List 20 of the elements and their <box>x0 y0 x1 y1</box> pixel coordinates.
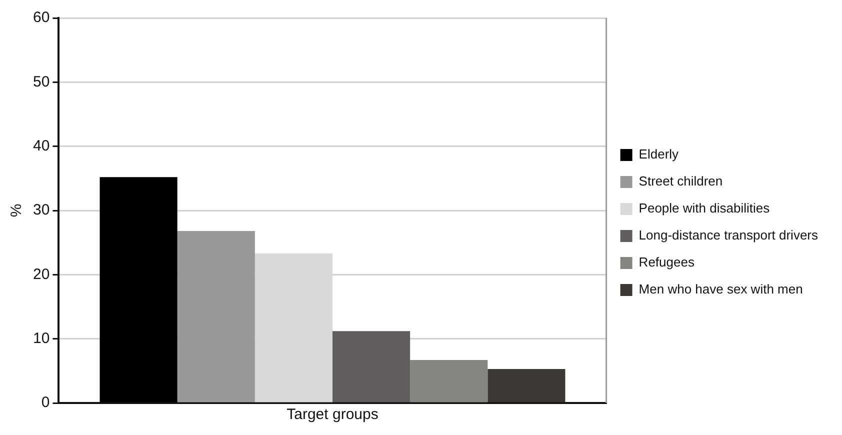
y-tick-label: 30 <box>32 202 50 219</box>
legend-label: Elderly <box>638 146 680 162</box>
legend-label: Street children <box>638 174 723 189</box>
legend-label: Long-distance transport drivers <box>638 228 818 243</box>
bar <box>332 331 410 402</box>
y-axis-title: % <box>8 204 26 218</box>
y-tick-label: 10 <box>32 330 50 347</box>
x-tick-label: Target groups <box>286 406 378 424</box>
legend-label: Refugees <box>638 254 695 270</box>
y-tick-label: 40 <box>32 137 50 154</box>
bar <box>410 360 488 402</box>
bar <box>488 368 566 402</box>
y-tick-label: 50 <box>32 73 50 90</box>
y-tick-label: 0 <box>41 394 50 412</box>
y-tick-label: 60 <box>32 9 50 26</box>
bar <box>177 231 255 402</box>
legend-label: Men who have sex with men <box>638 282 803 297</box>
bar <box>100 177 178 402</box>
y-tick-label: 20 <box>32 266 50 283</box>
legend-label: People with disabilities <box>638 200 770 216</box>
